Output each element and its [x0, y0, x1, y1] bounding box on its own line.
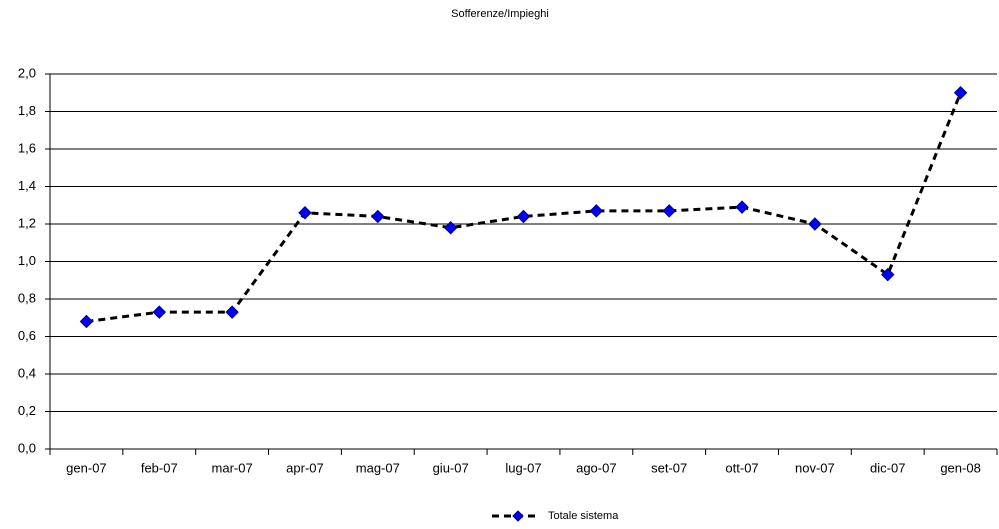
x-tick-label: giu-07: [433, 460, 469, 475]
series-line: [86, 92, 962, 323]
data-point: [298, 206, 312, 220]
y-tick-label: 1,4: [18, 178, 36, 193]
x-tick-label: mag-07: [356, 460, 400, 475]
y-tick-label: 1,2: [18, 215, 36, 230]
y-tick-label: 0,2: [18, 403, 36, 418]
data-point: [808, 217, 822, 231]
x-tick-label: ago-07: [576, 460, 616, 475]
chart-title: Sofferenze/Impieghi: [451, 8, 549, 20]
data-point: [953, 86, 968, 100]
x-tick-label: feb-07: [141, 460, 178, 475]
y-tick-label: 1,0: [18, 253, 36, 268]
y-tick-label: 0,0: [18, 440, 36, 455]
y-tick-label: 1,6: [18, 140, 36, 155]
data-point: [225, 305, 239, 319]
legend-marker: [512, 510, 524, 522]
x-tick-label: ott-07: [725, 460, 758, 475]
data-point: [881, 267, 895, 282]
x-tick-label: mar-07: [212, 460, 253, 475]
y-tick-label: 0,6: [18, 328, 36, 343]
data-point: [516, 209, 531, 224]
x-tick-label: apr-07: [286, 460, 324, 475]
x-tick-label: lug-07: [505, 460, 541, 475]
x-tick-label: gen-07: [66, 460, 106, 475]
y-tick-label: 1,8: [18, 103, 36, 118]
y-tick-label: 0,4: [18, 365, 36, 380]
legend-label: Totale sistema: [548, 510, 619, 522]
y-tick-label: 0,8: [18, 290, 36, 305]
data-point: [443, 221, 458, 235]
data-point: [79, 314, 94, 329]
y-tick-label: 2,0: [18, 65, 36, 80]
x-tick-label: gen-08: [940, 460, 980, 475]
x-tick-label: nov-07: [795, 460, 835, 475]
data-point: [735, 200, 749, 214]
data-point: [589, 204, 604, 218]
x-tick-label: dic-07: [870, 460, 905, 475]
data-point: [152, 305, 166, 319]
data-point: [662, 204, 676, 218]
x-tick-label: set-07: [651, 460, 687, 475]
data-point: [371, 209, 385, 224]
